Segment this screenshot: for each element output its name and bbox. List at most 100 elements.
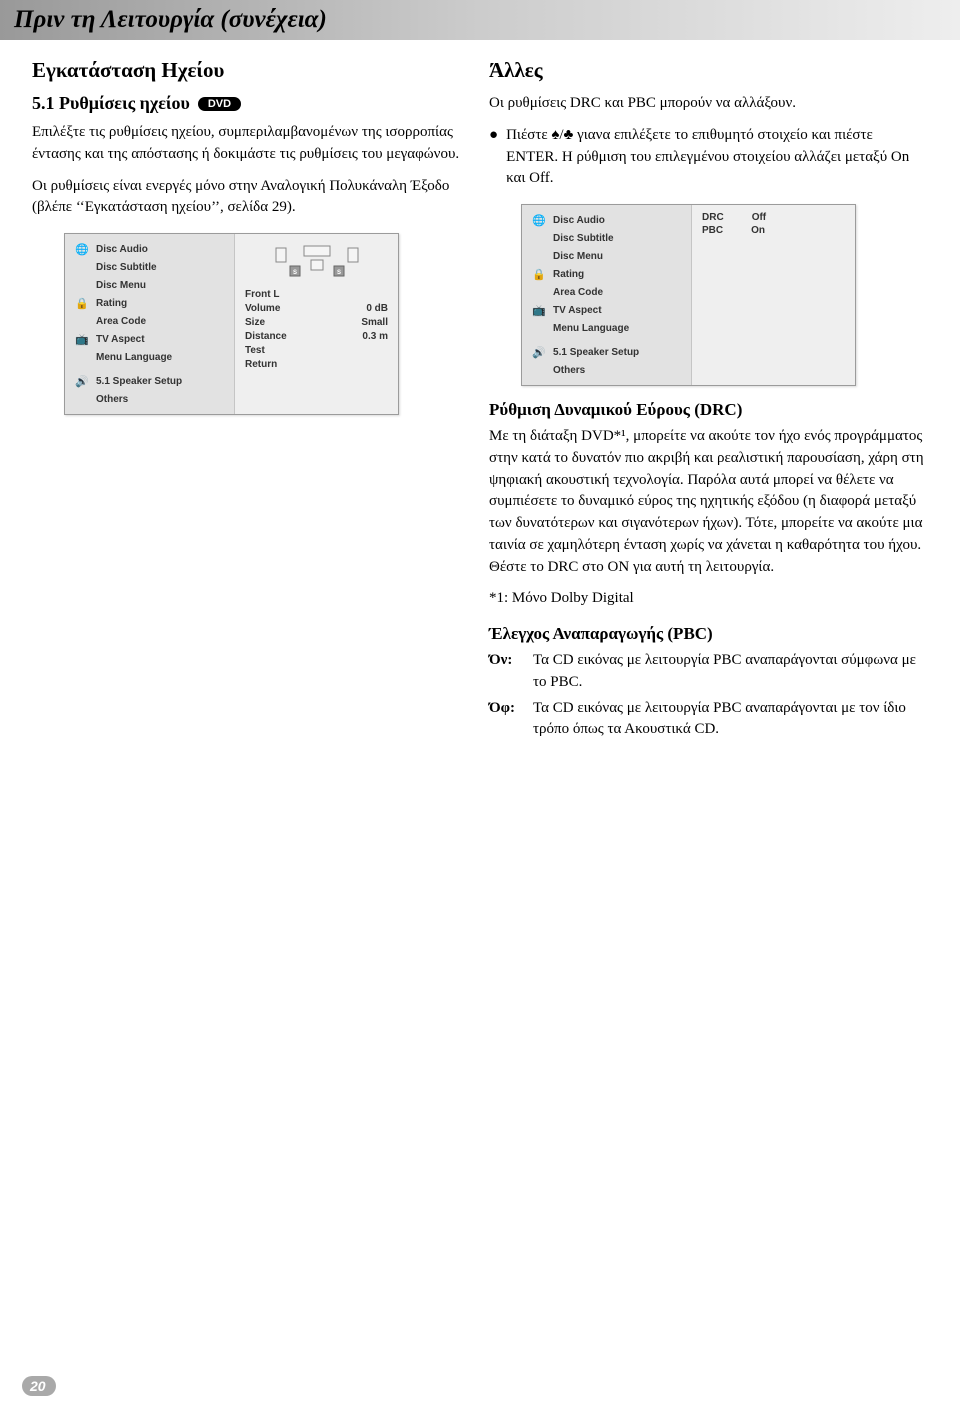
subtitle-row: 5.1 Ρυθμίσεις ηχείου DVD xyxy=(32,93,461,114)
pbc-heading: Έλεγχος Αναπαραγωγής (PBC) xyxy=(489,624,928,644)
setting-label: Front L xyxy=(245,289,279,301)
setting-label: Return xyxy=(245,359,277,371)
speaker-diagram-svg: S S xyxy=(262,242,372,280)
drc-note: *1: Μόνο Dolby Digital xyxy=(489,588,928,610)
menu-item-rating: 🔒 Rating xyxy=(69,294,230,312)
pbc-on-row: Όν: Τα CD εικόνας με λειτουργία PBC αναπ… xyxy=(489,650,928,694)
blank-icon xyxy=(73,350,91,364)
menu-item-disc-menu: Disc Menu xyxy=(526,247,687,265)
menu-label: Rating xyxy=(553,269,584,280)
globe-icon: 🌐 xyxy=(73,242,91,256)
blank-icon xyxy=(530,363,548,377)
lock-icon: 🔒 xyxy=(73,296,91,310)
menu-label: Disc Menu xyxy=(96,280,146,291)
setting-label: Volume xyxy=(245,303,280,315)
setting-return: Return xyxy=(243,358,390,372)
tv-icon: 📺 xyxy=(73,332,91,346)
setting-distance: Distance 0.3 m xyxy=(243,330,390,344)
setting-value: Off xyxy=(752,212,766,223)
menu-item-menu-language: Menu Language xyxy=(69,348,230,366)
menu-label: Disc Subtitle xyxy=(96,262,157,273)
right-section-title: Άλλες xyxy=(489,58,928,83)
left-subtitle: 5.1 Ρυθμίσεις ηχείου xyxy=(32,93,190,114)
menu-left-list: 🌐 Disc Audio Disc Subtitle Disc Menu 🔒 R… xyxy=(522,205,692,385)
blank-icon xyxy=(530,321,548,335)
setting-label: PBC xyxy=(702,225,723,236)
page-number: 20 xyxy=(22,1376,56,1396)
menu-item-speaker-setup: 🔊 5.1 Speaker Setup xyxy=(69,372,230,390)
drc-menu-panel: 🌐 Disc Audio Disc Subtitle Disc Menu 🔒 R… xyxy=(521,204,856,386)
menu-item-tv-aspect: 📺 TV Aspect xyxy=(69,330,230,348)
menu-label: Disc Audio xyxy=(553,215,605,226)
pbc-off-label: Όφ: xyxy=(489,698,525,742)
menu-label: Area Code xyxy=(553,287,603,298)
menu-item-area-code: Area Code xyxy=(69,312,230,330)
drc-heading: Ρύθμιση Δυναμικού Εύρους (DRC) xyxy=(489,400,928,420)
menu-label: 5.1 Speaker Setup xyxy=(553,347,639,358)
left-paragraph-1: Επιλέξτε τις ρυθμίσεις ηχείου, συμπεριλα… xyxy=(32,122,461,166)
menu-item-rating: 🔒 Rating xyxy=(526,265,687,283)
tv-icon: 📺 xyxy=(530,303,548,317)
menu-item-tv-aspect: 📺 TV Aspect xyxy=(526,301,687,319)
menu-item-disc-menu: Disc Menu xyxy=(69,276,230,294)
menu-label: Area Code xyxy=(96,316,146,327)
setting-label: DRC xyxy=(702,212,724,223)
menu-item-menu-language: Menu Language xyxy=(526,319,687,337)
menu-label: Rating xyxy=(96,298,127,309)
speaker-icon: 🔊 xyxy=(530,345,548,359)
menu-label: Menu Language xyxy=(553,323,629,334)
menu-item-disc-subtitle: Disc Subtitle xyxy=(69,258,230,276)
menu-item-disc-audio: 🌐 Disc Audio xyxy=(69,240,230,258)
left-paragraph-2: Οι ρυθμίσεις είναι ενεργές μόνο στην Ανα… xyxy=(32,176,461,220)
menu-label: Disc Subtitle xyxy=(553,233,614,244)
bullet-instruction: ● Πιέστε ♠/♣ γιανα επιλέξετε το επιθυμητ… xyxy=(489,125,928,190)
bullet-dot-icon: ● xyxy=(489,125,498,190)
svg-text:S: S xyxy=(336,270,340,276)
pbc-on-label: Όν: xyxy=(489,650,525,694)
page-header: Πριν τη Λειτουργία (συνέχεια) xyxy=(0,0,960,40)
setting-value: Small xyxy=(361,317,388,329)
setting-size: Size Small xyxy=(243,316,390,330)
menu-label: Disc Audio xyxy=(96,244,148,255)
right-intro: Οι ρυθμίσεις DRC και PBC μπορούν να αλλά… xyxy=(489,93,928,115)
menu-item-disc-audio: 🌐 Disc Audio xyxy=(526,211,687,229)
speaker-menu-panel: 🌐 Disc Audio Disc Subtitle Disc Menu 🔒 R… xyxy=(64,233,399,415)
menu-right-panel: DRC Off PBC On xyxy=(692,205,855,385)
setting-label: Test xyxy=(245,345,265,357)
menu-item-speaker-setup: 🔊 5.1 Speaker Setup xyxy=(526,343,687,361)
pbc-off-text: Τα CD εικόνας με λειτουργία PBC αναπαράγ… xyxy=(533,698,928,742)
menu-label: TV Aspect xyxy=(553,305,602,316)
setting-volume: Volume 0 dB xyxy=(243,302,390,316)
svg-text:S: S xyxy=(292,270,296,276)
page-number-value: 20 xyxy=(22,1376,56,1396)
lock-icon: 🔒 xyxy=(530,267,548,281)
menu-label: Others xyxy=(553,365,585,376)
dvd-badge: DVD xyxy=(198,97,241,111)
menu-item-disc-subtitle: Disc Subtitle xyxy=(526,229,687,247)
blank-icon xyxy=(73,314,91,328)
speaker-icon: 🔊 xyxy=(73,374,91,388)
blank-icon xyxy=(530,231,548,245)
setting-test: Test xyxy=(243,344,390,358)
setting-pbc: PBC On xyxy=(700,224,847,237)
globe-icon: 🌐 xyxy=(530,213,548,227)
menu-label: Others xyxy=(96,394,128,405)
menu-label: 5.1 Speaker Setup xyxy=(96,376,182,387)
left-section-title: Εγκατάσταση Ηχείου xyxy=(32,58,461,83)
menu-item-others: Others xyxy=(526,361,687,379)
content-columns: Εγκατάσταση Ηχείου 5.1 Ρυθμίσεις ηχείου … xyxy=(0,40,960,745)
setting-value: 0.3 m xyxy=(362,331,388,343)
menu-right-panel: S S Front L Volume 0 dB Size Small Dista… xyxy=(235,234,398,414)
blank-icon xyxy=(73,392,91,406)
pbc-off-row: Όφ: Τα CD εικόνας με λειτουργία PBC αναπ… xyxy=(489,698,928,742)
setting-value: 0 dB xyxy=(366,303,388,315)
setting-label: Size xyxy=(245,317,265,329)
blank-icon xyxy=(530,285,548,299)
blank-icon xyxy=(530,249,548,263)
menu-left-list: 🌐 Disc Audio Disc Subtitle Disc Menu 🔒 R… xyxy=(65,234,235,414)
menu-label: Menu Language xyxy=(96,352,172,363)
setting-drc: DRC Off xyxy=(700,211,847,224)
menu-label: TV Aspect xyxy=(96,334,145,345)
setting-value: On xyxy=(751,225,765,236)
blank-icon xyxy=(73,278,91,292)
